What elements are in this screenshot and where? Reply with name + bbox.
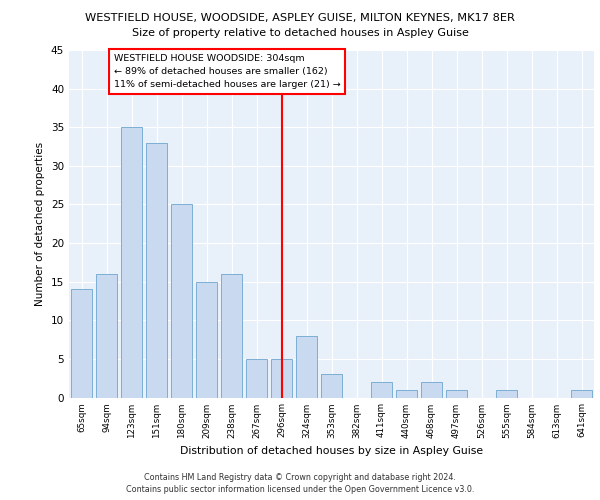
Text: WESTFIELD HOUSE WOODSIDE: 304sqm
← 89% of detached houses are smaller (162)
11% : WESTFIELD HOUSE WOODSIDE: 304sqm ← 89% o… <box>114 54 341 90</box>
Y-axis label: Number of detached properties: Number of detached properties <box>35 142 46 306</box>
Bar <box>246 359 267 398</box>
Bar <box>296 336 317 398</box>
Bar <box>321 374 342 398</box>
Bar <box>371 382 392 398</box>
Bar <box>496 390 517 398</box>
Text: WESTFIELD HOUSE, WOODSIDE, ASPLEY GUISE, MILTON KEYNES, MK17 8ER: WESTFIELD HOUSE, WOODSIDE, ASPLEY GUISE,… <box>85 12 515 22</box>
Bar <box>146 142 167 398</box>
Bar <box>121 127 142 398</box>
Bar <box>221 274 242 398</box>
Bar <box>571 390 592 398</box>
Bar <box>96 274 117 398</box>
Text: Contains HM Land Registry data © Crown copyright and database right 2024.
Contai: Contains HM Land Registry data © Crown c… <box>126 472 474 494</box>
Bar <box>446 390 467 398</box>
Bar <box>71 290 92 398</box>
Text: Size of property relative to detached houses in Aspley Guise: Size of property relative to detached ho… <box>131 28 469 38</box>
Bar <box>271 359 292 398</box>
Bar <box>421 382 442 398</box>
Bar <box>171 204 192 398</box>
Bar <box>396 390 417 398</box>
Bar <box>196 282 217 398</box>
X-axis label: Distribution of detached houses by size in Aspley Guise: Distribution of detached houses by size … <box>180 446 483 456</box>
